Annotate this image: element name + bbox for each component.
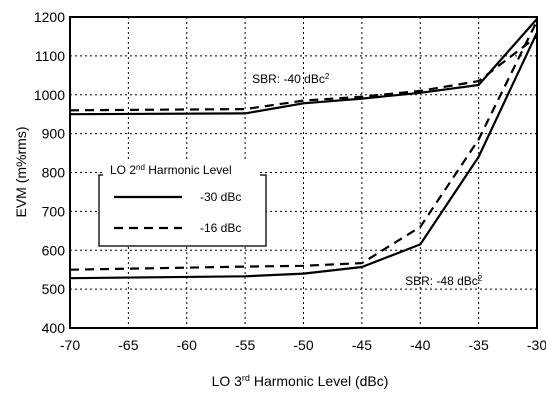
y-tick-label-0: 400 (42, 320, 66, 336)
legend-title: LO 2nd Harmonic Level (110, 163, 232, 178)
legend-box (98, 174, 267, 247)
x-axis-label-main: LO 3 (212, 373, 243, 389)
annotation-1: SBR: -48 dBc2 (405, 274, 483, 289)
x-tick-label-7: -35 (469, 337, 489, 353)
x-axis-label: LO 3rd Harmonic Level (dBc) (212, 373, 389, 389)
series-line-0 (69, 18, 538, 116)
legend-title-main: LO 2 (110, 163, 136, 177)
series-line-2 (69, 32, 538, 280)
y-tick-label-1: 500 (42, 281, 66, 297)
x-tick-label-4: -50 (293, 337, 313, 353)
x-tick-label-8: -30 (527, 337, 546, 353)
legend-label-solid: -30 dBc (200, 190, 241, 204)
plot-frame (69, 16, 538, 329)
y-tick-label-2: 600 (42, 242, 66, 258)
legend-title-backdrop (103, 160, 260, 178)
annotation-1-sup: 2 (478, 274, 483, 283)
legend: LO 2nd Harmonic Level -30 dBc -16 dBc (98, 160, 267, 247)
y-axis-label: EVM (m%rms) (13, 127, 29, 218)
series-layer (69, 18, 538, 280)
x-tick-label-0: -70 (60, 337, 80, 353)
annotation-0-sup: 2 (325, 72, 330, 81)
y-tick-label-6: 1000 (34, 87, 65, 103)
x-tick-label-6: -40 (410, 337, 430, 353)
y-tick-label-4: 800 (42, 165, 66, 181)
x-tick-label-1: -65 (118, 337, 138, 353)
legend-title-sup: nd (136, 163, 145, 172)
y-tick-label-3: 700 (42, 203, 66, 219)
legend-label-dashed: -16 dBc (200, 221, 241, 235)
x-tick-label-3: -55 (235, 337, 255, 353)
x-axis-label-rest: Harmonic Level (dBc) (250, 373, 389, 389)
legend-title-rest: Harmonic Level (145, 163, 232, 177)
x-tick-label-2: -60 (177, 337, 197, 353)
x-axis-label-sup: rd (242, 373, 250, 383)
annotation-1-text: SBR: -48 dBc (405, 274, 478, 288)
y-tick-label-5: 900 (42, 126, 66, 142)
annotation-0-text: SBR: -40 dBc (252, 72, 325, 86)
y-tick-label-7: 1100 (35, 48, 65, 64)
annotation-0: SBR: -40 dBc2 (252, 72, 330, 87)
x-tick-label-5: -45 (352, 337, 372, 353)
tick-labels: -70 -65 -60 -55 -50 -45 -40 -35 -30 400 500 600 700 8… (34, 9, 546, 353)
y-tick-label-8: 1200 (34, 9, 65, 25)
series-line-3 (69, 20, 538, 271)
series-line-1 (69, 35, 538, 112)
